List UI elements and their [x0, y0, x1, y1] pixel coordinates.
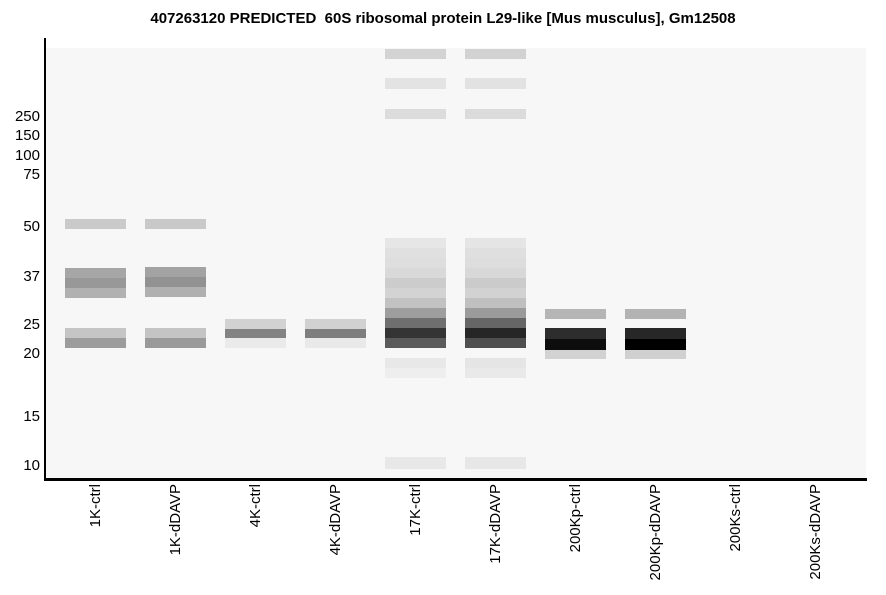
- gel-band: [465, 288, 526, 298]
- y-axis-tick-label: 37: [23, 268, 40, 285]
- y-axis-tick-label: 15: [23, 408, 40, 425]
- gel-band: [465, 358, 526, 368]
- y-axis-tick-label: 100: [14, 147, 40, 164]
- gel-band: [465, 278, 526, 288]
- gel-band: [145, 219, 206, 229]
- gel-band: [465, 258, 526, 268]
- gel-band: [385, 78, 446, 89]
- gel-band: [465, 338, 526, 348]
- gel-band: [385, 248, 446, 258]
- x-axis-line: [44, 478, 867, 481]
- gel-band: [385, 318, 446, 328]
- gel-band: [465, 368, 526, 378]
- y-axis-tick-label: 20: [23, 345, 40, 362]
- gel-band: [465, 109, 526, 119]
- gel-band: [385, 457, 446, 469]
- gel-band: [465, 298, 526, 308]
- gel-band: [65, 338, 126, 348]
- gel-band: [385, 328, 446, 338]
- gel-band: [465, 49, 526, 59]
- gel-band: [225, 329, 286, 338]
- gel-band: [305, 319, 366, 329]
- gel-band: [625, 309, 686, 319]
- gel-band: [385, 308, 446, 318]
- gel-band: [385, 258, 446, 268]
- x-axis-tick-label: 4K-dDAVP: [327, 484, 344, 556]
- gel-band: [385, 109, 446, 119]
- x-axis-tick-label: 17K-dDAVP: [487, 484, 504, 564]
- gel-band: [385, 358, 446, 368]
- gel-band: [385, 338, 446, 348]
- gel-band: [465, 457, 526, 469]
- gel-band: [625, 328, 686, 339]
- gel-band: [225, 338, 286, 348]
- gel-band: [625, 339, 686, 350]
- gel-band: [145, 328, 206, 338]
- gel-band: [145, 277, 206, 287]
- gel-band: [225, 319, 286, 329]
- gel-band: [305, 338, 366, 348]
- y-axis-tick-label: 250: [14, 108, 40, 125]
- x-axis-tick-label: 1K-dDAVP: [167, 484, 184, 556]
- gel-band: [545, 339, 606, 350]
- gel-band: [385, 278, 446, 288]
- gel-band: [385, 49, 446, 59]
- gel-band: [465, 308, 526, 318]
- gel-band: [625, 350, 686, 359]
- x-axis-tick-label: 17K-ctrl: [407, 484, 424, 536]
- y-axis-tick-label: 25: [23, 316, 40, 333]
- gel-band: [385, 268, 446, 278]
- gel-band: [145, 338, 206, 348]
- gel-band: [305, 329, 366, 338]
- gel-band: [65, 219, 126, 229]
- y-axis-tick-label: 75: [23, 166, 40, 183]
- y-axis-tick-label: 10: [23, 457, 40, 474]
- gel-band: [465, 78, 526, 89]
- y-axis-line: [44, 38, 46, 481]
- gel-band: [465, 268, 526, 278]
- x-axis-tick-label: 200Kp-ctrl: [567, 484, 584, 553]
- gel-band: [65, 268, 126, 278]
- gel-band: [65, 288, 126, 298]
- y-axis-tick-label: 150: [14, 127, 40, 144]
- x-axis-tick-label: 200Ks-ctrl: [727, 484, 744, 552]
- gel-band: [65, 328, 126, 338]
- gel-band: [465, 238, 526, 248]
- gel-band: [545, 309, 606, 319]
- gel-band: [465, 318, 526, 328]
- gel-band: [545, 328, 606, 339]
- y-axis-tick-label: 50: [23, 218, 40, 235]
- x-axis-tick-label: 200Kp-dDAVP: [647, 484, 664, 581]
- gel-band: [385, 288, 446, 298]
- gel-band: [145, 267, 206, 277]
- gel-band: [545, 350, 606, 359]
- gel-band: [465, 328, 526, 338]
- gel-band: [65, 278, 126, 288]
- gel-plot-background: [46, 48, 866, 478]
- gel-band: [385, 238, 446, 248]
- x-axis-tick-label: 200Ks-dDAVP: [807, 484, 824, 580]
- gel-band: [385, 368, 446, 378]
- gel-band: [385, 298, 446, 308]
- gel-band: [465, 248, 526, 258]
- gel-band: [145, 287, 206, 297]
- x-axis-tick-label: 4K-ctrl: [247, 484, 264, 528]
- figure-title: 407263120 PREDICTED 60S ribosomal protei…: [150, 10, 736, 27]
- x-axis-tick-label: 1K-ctrl: [87, 484, 104, 528]
